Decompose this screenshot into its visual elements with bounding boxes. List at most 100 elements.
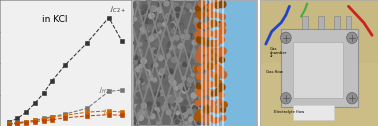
Circle shape	[133, 41, 137, 45]
Circle shape	[219, 93, 224, 97]
Circle shape	[139, 60, 143, 65]
Circle shape	[162, 6, 166, 10]
Circle shape	[154, 120, 158, 123]
Circle shape	[215, 80, 222, 87]
Circle shape	[172, 46, 176, 50]
Circle shape	[143, 67, 147, 71]
Circle shape	[137, 2, 141, 6]
Circle shape	[182, 77, 186, 80]
Circle shape	[208, 4, 214, 10]
Circle shape	[146, 19, 150, 23]
Circle shape	[193, 121, 197, 125]
Circle shape	[165, 81, 168, 84]
Circle shape	[195, 89, 199, 93]
Circle shape	[151, 111, 155, 115]
Circle shape	[205, 105, 212, 112]
Circle shape	[189, 108, 194, 114]
Circle shape	[180, 101, 184, 106]
Circle shape	[191, 97, 194, 101]
Bar	[334, 16, 339, 29]
Circle shape	[156, 102, 160, 106]
Circle shape	[202, 23, 207, 29]
Circle shape	[193, 52, 199, 57]
Circle shape	[168, 15, 172, 18]
Circle shape	[169, 43, 173, 47]
Circle shape	[144, 69, 147, 73]
Circle shape	[149, 106, 154, 111]
Circle shape	[166, 0, 171, 5]
Circle shape	[142, 7, 146, 10]
Circle shape	[187, 78, 191, 82]
Circle shape	[154, 63, 158, 67]
Circle shape	[194, 58, 198, 62]
Circle shape	[173, 50, 177, 54]
Circle shape	[171, 80, 176, 86]
Circle shape	[192, 40, 197, 45]
Bar	[302, 16, 308, 29]
Circle shape	[190, 25, 195, 30]
Circle shape	[132, 59, 137, 64]
Circle shape	[220, 14, 225, 20]
Circle shape	[215, 48, 221, 54]
Circle shape	[173, 92, 178, 97]
Circle shape	[208, 54, 214, 61]
Circle shape	[200, 33, 204, 38]
Circle shape	[176, 8, 181, 12]
Circle shape	[166, 14, 171, 19]
Circle shape	[221, 116, 226, 120]
Circle shape	[194, 115, 199, 120]
Circle shape	[197, 12, 204, 19]
Circle shape	[187, 83, 192, 87]
Circle shape	[203, 32, 208, 37]
Circle shape	[180, 7, 184, 12]
Circle shape	[162, 57, 166, 61]
Circle shape	[182, 99, 187, 104]
Circle shape	[203, 116, 210, 124]
Bar	[345, 16, 352, 29]
Circle shape	[161, 34, 165, 37]
Circle shape	[211, 12, 217, 18]
Circle shape	[218, 67, 224, 73]
Circle shape	[196, 23, 203, 30]
Circle shape	[153, 78, 156, 82]
Bar	[293, 105, 334, 120]
Circle shape	[194, 31, 198, 35]
Circle shape	[219, 1, 226, 8]
Circle shape	[133, 17, 136, 21]
Circle shape	[179, 123, 182, 126]
Circle shape	[135, 75, 139, 79]
Circle shape	[220, 71, 226, 78]
Circle shape	[200, 46, 205, 52]
Circle shape	[134, 94, 138, 99]
Circle shape	[155, 91, 160, 96]
Circle shape	[212, 72, 219, 79]
Circle shape	[195, 18, 198, 22]
Circle shape	[199, 73, 204, 78]
Circle shape	[203, 66, 208, 71]
Circle shape	[180, 24, 183, 27]
Circle shape	[215, 2, 221, 8]
Circle shape	[195, 114, 198, 118]
Circle shape	[219, 57, 225, 63]
Circle shape	[212, 48, 219, 55]
Circle shape	[182, 113, 187, 118]
Circle shape	[190, 45, 195, 50]
Circle shape	[220, 22, 226, 28]
Circle shape	[189, 59, 194, 64]
Circle shape	[174, 18, 178, 21]
Circle shape	[141, 10, 146, 15]
Bar	[318, 16, 324, 29]
Circle shape	[138, 51, 143, 56]
Text: $j_{C1}$: $j_{C1}$	[103, 108, 114, 118]
Circle shape	[180, 19, 184, 23]
Circle shape	[219, 47, 226, 55]
Circle shape	[194, 20, 199, 25]
Circle shape	[146, 110, 152, 116]
Circle shape	[194, 115, 198, 120]
Circle shape	[181, 107, 186, 112]
Circle shape	[192, 109, 195, 112]
Circle shape	[215, 65, 221, 71]
Circle shape	[146, 84, 150, 88]
Circle shape	[153, 34, 157, 38]
Circle shape	[141, 110, 145, 114]
